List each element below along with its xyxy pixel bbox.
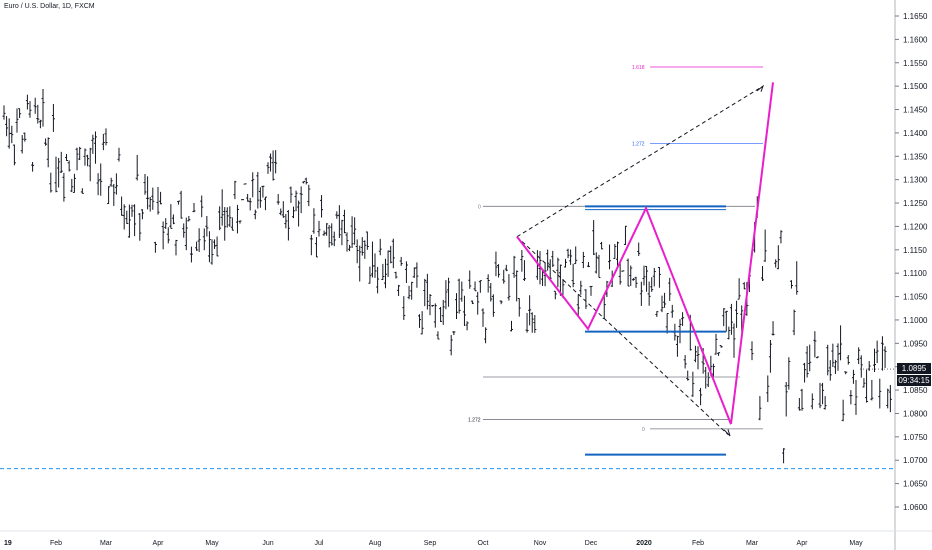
y-tick-label: 1.1400 (903, 129, 928, 138)
y-tick-label: 1.1450 (903, 106, 928, 115)
y-tick-label: 1.1200 (903, 222, 928, 231)
y-tick-label: 1.0850 (903, 386, 928, 395)
y-tick-label: 1.1100 (903, 269, 927, 278)
arrow-head-down (723, 429, 731, 437)
x-tick-label: Apr (797, 540, 809, 547)
fib-label: 0 (478, 204, 481, 210)
y-tick-label: 1.1050 (903, 293, 928, 302)
x-tick-label: Feb (692, 540, 704, 547)
ohlc-bars (2, 89, 892, 464)
drawing-overlays: 1.618 1.272 0 1.272 0 (0, 65, 895, 470)
fib-label: 1.272 (468, 418, 481, 424)
y-tick-label: 1.1300 (903, 176, 928, 185)
x-tick-label: Dec (585, 540, 598, 547)
y-tick-label: 1.0800 (903, 409, 928, 418)
y-tick-label: 1.1650 (903, 12, 928, 21)
x-tick-label: May (205, 540, 219, 547)
x-tick-label: Sep (424, 540, 437, 547)
fib-label: 1.618 (632, 65, 645, 71)
x-tick-label: Mar (746, 540, 759, 547)
price-axis: 1.1650 1.1600 1.1550 1.1500 1.1450 1.1400 1.13… (895, 12, 928, 512)
y-tick-label: 1.1550 (903, 59, 928, 68)
arrow-head-up (756, 84, 765, 92)
fib-label: 1.272 (632, 142, 645, 148)
y-tick-label: 1.1150 (903, 246, 927, 255)
y-tick-label: 1.1600 (903, 35, 928, 44)
y-tick-label: 1.0750 (903, 433, 928, 442)
x-tick-label: Nov (534, 540, 547, 547)
breakout-leg (730, 82, 774, 424)
x-tick-label: 2020 (636, 540, 652, 547)
y-tick-label: 1.1350 (903, 152, 928, 161)
x-tick-label: 19 (4, 540, 12, 547)
y-tick-label: 1.1250 (903, 199, 928, 208)
time-axis: 19 Feb Mar Apr May Jun Jul Aug Sep Oct Nov Dec 2020 F… (4, 540, 863, 547)
y-tick-label: 1.1500 (903, 82, 928, 91)
x-tick-label: Jun (262, 540, 273, 547)
symbol-title: Euro / U.S. Dollar, 1D, FXCM (4, 3, 95, 10)
y-tick-label: 1.0950 (903, 339, 928, 348)
y-tick-label: 1.0700 (903, 456, 928, 465)
abcd-pattern (516, 205, 732, 425)
fib-label: 0 (642, 427, 645, 433)
x-tick-label: Apr (153, 540, 165, 547)
current-price-tag: 1.0895 (897, 363, 931, 374)
x-tick-label: May (849, 540, 863, 547)
y-tick-label: 1.0650 (903, 480, 928, 489)
bar-countdown-tag: 09:34:15 (897, 375, 931, 386)
x-tick-label: Oct (478, 540, 489, 547)
x-tick-label: Jul (315, 540, 324, 547)
y-tick-label: 1.0600 (903, 503, 928, 512)
y-tick-label: 1.1000 (903, 316, 928, 325)
x-tick-label: Aug (369, 540, 382, 547)
dashed-projection-up (516, 85, 764, 238)
x-tick-label: Mar (100, 540, 113, 547)
dashed-projection-down (516, 236, 729, 435)
x-tick-label: Feb (50, 540, 62, 547)
